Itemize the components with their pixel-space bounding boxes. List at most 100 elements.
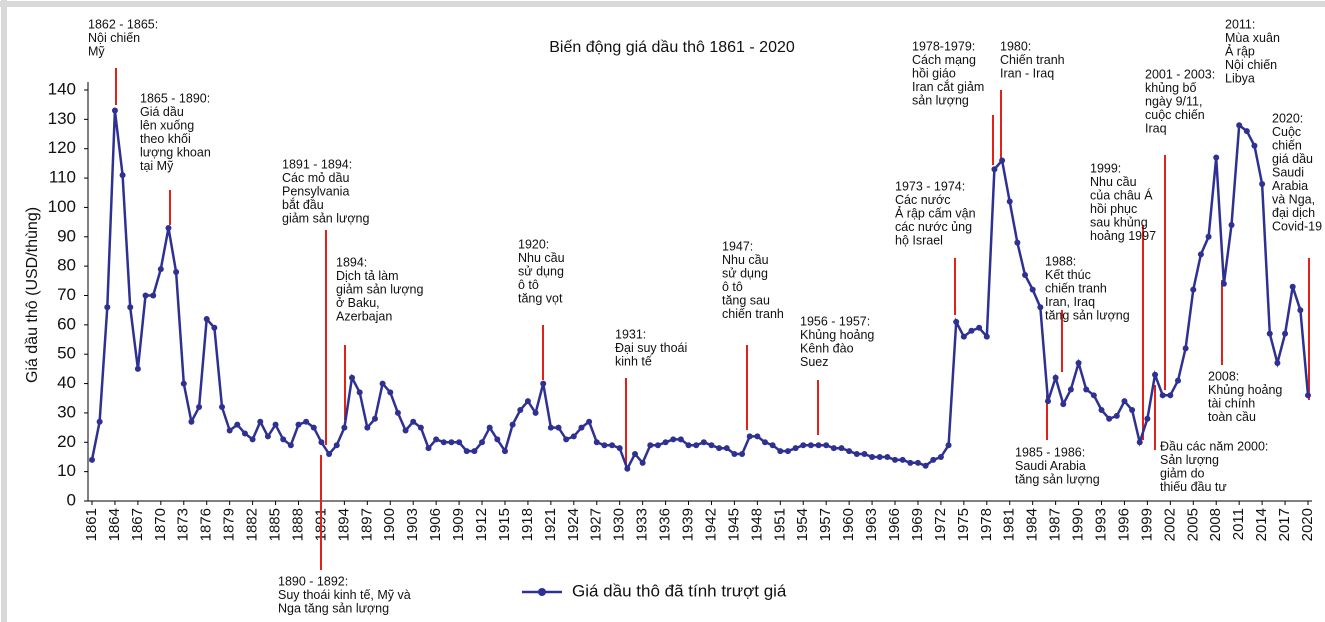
data-point [654,442,661,449]
annotation-text: giá dầu [1272,152,1313,166]
annotation-text: cuộc chiến [1145,108,1205,122]
y-tick-label: 50 [57,344,76,363]
annotation-text: thiếu đầu tư [1160,480,1227,494]
y-tick-label: 10 [57,461,76,480]
annotation-text: sản lượng [912,93,969,107]
data-point [517,406,524,413]
x-tick-label: 2014 [1253,508,1270,541]
data-point [1152,371,1159,378]
annotation-text: tăng sản lượng [1015,472,1100,486]
y-tick-label: 140 [48,79,76,98]
annotation-text: ở Baku, [336,296,380,310]
data-point [417,424,424,431]
annotation-text: Nhu cầu [518,251,565,265]
annotation-text: ô tô [518,278,539,292]
annotation-text: Cuộc [1272,125,1301,139]
annotation-text: 1865 - 1890: [140,91,210,105]
x-tick-label: 1966 [886,508,903,541]
x-tick-label: 1993 [1092,508,1109,541]
data-point [807,442,814,449]
annotation-text: 1947: [722,239,753,253]
data-point [1037,304,1044,311]
annotation-text: 1980: [1000,39,1031,53]
annotation-text: Sản lượng [1160,453,1219,467]
annotation-text: Ả rập cấm vận [895,205,976,220]
annotation-text: Ả rập [1225,43,1255,58]
data-point [1167,392,1174,399]
data-point [555,424,562,431]
data-point [1029,286,1036,293]
data-point [1220,280,1227,287]
x-tick-label: 1897 [358,508,375,541]
x-tick-label: 1963 [863,508,880,541]
annotation-text: Nội chiến [1225,58,1277,72]
annotation-text: Giá dầu [140,105,184,119]
data-point [173,269,180,276]
data-point [524,398,531,405]
x-tick-label: 1876 [198,508,215,541]
data-point [448,439,455,446]
annotation-text: 1931: [615,327,646,341]
data-point [1259,180,1266,187]
data-point [647,442,654,449]
data-point [930,456,937,463]
annotation-text: Covid-19 [1272,219,1322,233]
y-tick-label: 70 [57,285,76,304]
x-tick-label: 1942 [702,508,719,541]
annotation-text: hồi giáo [912,66,956,80]
data-point [960,333,967,340]
data-point [739,451,746,458]
data-point [616,445,623,452]
x-tick-label: 1861 [83,508,100,541]
data-point [1236,122,1243,129]
annotation-text: Mỹ [88,44,105,58]
y-tick-label: 20 [57,432,76,451]
data-point [1174,377,1181,384]
series-line [90,110,1310,472]
annotation-text: 1956 - 1957: [800,314,870,328]
x-tick-label: 1873 [175,508,192,541]
data-point [303,418,310,425]
x-tick-label: 1945 [725,508,742,541]
data-point [1228,222,1235,229]
data-point [1129,406,1136,413]
annotation-text: hoảng 1997 [1090,229,1156,243]
x-tick-label: 1915 [496,508,513,541]
data-point [540,380,547,387]
annotation-text: kinh tế [615,354,652,368]
x-tick-label: 1972 [932,508,949,541]
data-point [1297,307,1304,314]
y-tick-label: 90 [57,226,76,245]
data-point [884,453,891,460]
data-point [777,448,784,455]
data-point [1083,386,1090,393]
x-tick-label: 1969 [909,508,926,541]
annotation-text: Cách mạng [912,53,976,67]
data-point [1282,330,1289,337]
data-point [1067,386,1074,393]
annotation-text: 1985 - 1986: [1015,445,1085,459]
x-tick-label: 2011 [1230,508,1247,540]
x-tick-label: 1951 [771,508,788,541]
data-point [1289,283,1296,290]
data-point [410,418,417,425]
annotation-text: Chiến tranh [1000,53,1065,67]
x-tick-label: 1924 [565,508,582,541]
annotation-text: Đại suy thoái [615,341,687,355]
annotation-text: Arabia [1272,179,1308,193]
data-point [96,418,103,425]
chart-title: Biến động giá dầu thô 1861 - 2020 [549,39,795,56]
data-point [968,327,975,334]
data-point [234,421,241,428]
data-point [586,418,593,425]
annotation-text: giảm do [1160,466,1205,480]
data-point [731,451,738,458]
annotation-text: Khủng hoảng [800,328,874,342]
data-point [861,451,868,458]
y-tick-label: 110 [49,168,76,187]
data-point [563,436,570,443]
data-point [815,442,822,449]
data-point [1182,345,1189,352]
data-point [295,421,302,428]
annotation-text: Dịch tả làm [336,269,399,283]
